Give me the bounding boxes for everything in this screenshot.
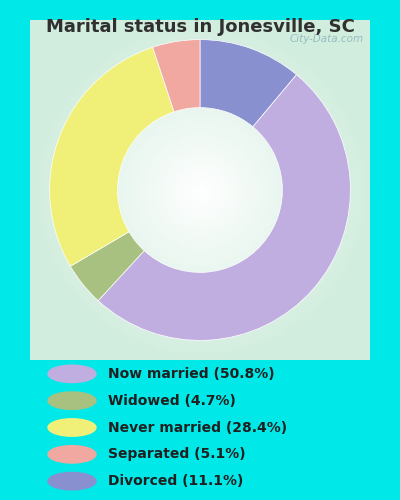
Text: Never married (28.4%): Never married (28.4%) [108, 420, 287, 434]
Text: Now married (50.8%): Now married (50.8%) [108, 367, 275, 381]
Text: Separated (5.1%): Separated (5.1%) [108, 448, 246, 462]
Circle shape [48, 365, 96, 382]
Wedge shape [50, 48, 174, 266]
Wedge shape [98, 74, 350, 340]
Text: Marital status in Jonesville, SC: Marital status in Jonesville, SC [46, 18, 354, 36]
Circle shape [48, 446, 96, 463]
Text: Divorced (11.1%): Divorced (11.1%) [108, 474, 243, 488]
Wedge shape [70, 232, 144, 300]
Circle shape [48, 419, 96, 436]
Wedge shape [200, 40, 296, 127]
Circle shape [48, 472, 96, 490]
Wedge shape [153, 40, 200, 112]
Text: Widowed (4.7%): Widowed (4.7%) [108, 394, 236, 407]
Text: City-Data.com: City-Data.com [289, 34, 363, 43]
Circle shape [48, 392, 96, 409]
